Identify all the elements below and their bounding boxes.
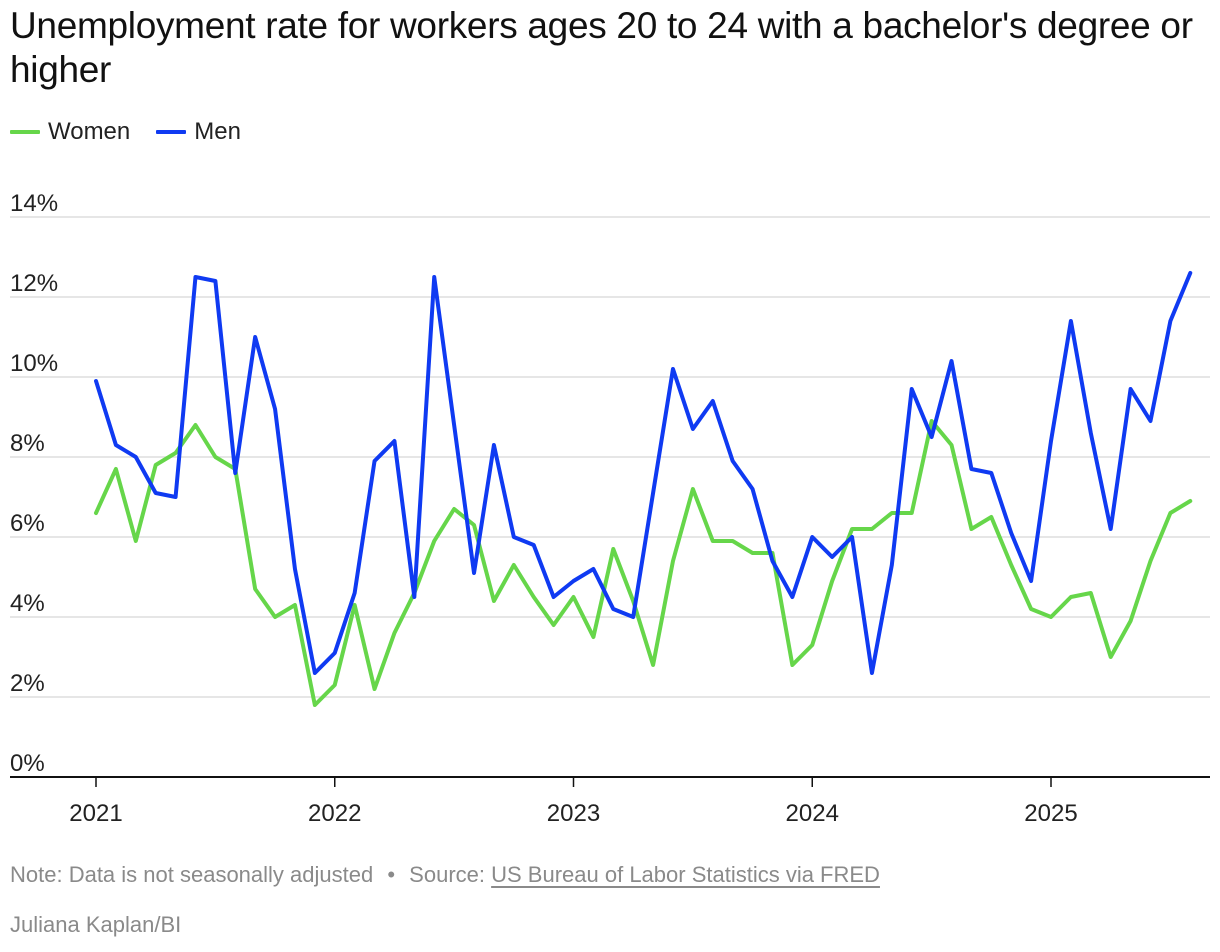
legend-item-women: Women	[10, 118, 130, 146]
footer-note: Note: Data is not seasonally adjusted • …	[10, 862, 880, 888]
author-credit: Juliana Kaplan/BI	[10, 912, 182, 937]
x-tick-label: 2025	[1024, 800, 1077, 827]
x-tick-label: 2024	[786, 800, 839, 827]
y-tick-label: 14%	[10, 190, 58, 217]
y-tick-label: 2%	[10, 670, 45, 697]
legend-item-men: Men	[156, 118, 241, 146]
grid-layer	[10, 216, 1210, 698]
data-note: Note: Data is not seasonally adjusted	[10, 862, 374, 887]
x-tick-label: 2021	[69, 800, 122, 827]
legend-label-women: Women	[48, 118, 131, 145]
y-tick-label: 6%	[10, 510, 45, 537]
chart-title: Unemployment rate for workers ages 20 to…	[10, 5, 1193, 90]
y-tick-label: 8%	[10, 430, 45, 457]
footer-separator: •	[387, 862, 396, 887]
chart-legend: Women Men	[10, 118, 241, 146]
y-axis-labels: 0% 2% 4% 6% 8% 10% 12% 14%	[10, 190, 58, 777]
series-line-women	[94, 419, 1193, 707]
legend-swatch-men	[156, 130, 187, 134]
x-axis-labels: 2021 2022 2023 2024 2025	[69, 800, 1077, 827]
series-line-men	[94, 271, 1193, 675]
x-tick-label: 2023	[547, 800, 600, 827]
source-link[interactable]: US Bureau of Labor Statistics via FRED	[491, 862, 880, 887]
series-layer	[94, 271, 1193, 707]
x-tick-label: 2022	[308, 800, 361, 827]
legend-label-men: Men	[194, 118, 241, 145]
source-prefix: Source:	[409, 862, 485, 887]
x-axis	[10, 776, 1210, 787]
y-tick-label: 4%	[10, 590, 45, 617]
legend-swatch-women	[10, 130, 40, 134]
line-chart: 0% 2% 4% 6% 8% 10% 12% 14% 2021 2022 2023 2024 2025	[10, 190, 1210, 827]
y-tick-label: 0%	[10, 750, 45, 777]
y-tick-label: 12%	[10, 270, 58, 297]
y-tick-label: 10%	[10, 350, 58, 377]
